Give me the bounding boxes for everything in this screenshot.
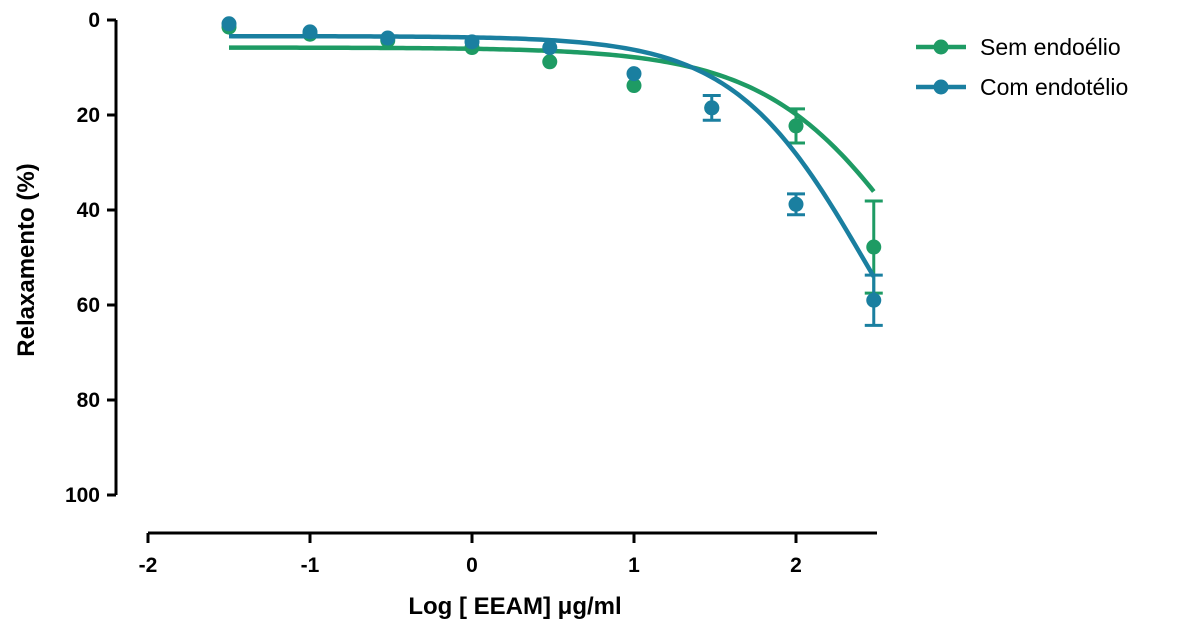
data-point [221, 16, 237, 32]
legend-item: Com endotélio [916, 74, 1128, 100]
series-2 [221, 16, 883, 327]
x-axis: -2 -1 0 1 2 [139, 531, 877, 577]
y-tick-label: 20 [77, 104, 100, 127]
data-point [542, 54, 558, 70]
data-point [626, 66, 642, 82]
y-axis: 0 20 40 60 80 100 [65, 9, 118, 507]
data-point [626, 78, 642, 94]
y-axis-title: Relaxamento (%) [13, 163, 40, 356]
data-point [704, 100, 720, 116]
data-point [788, 196, 804, 212]
data-point [380, 30, 396, 46]
y-tick-label: 100 [65, 484, 100, 507]
plot-area [221, 16, 883, 327]
fit-curve [228, 33, 876, 278]
data-point [464, 34, 480, 50]
y-tick-label: 40 [77, 199, 100, 222]
data-point [788, 118, 804, 134]
fit-curve [229, 45, 876, 193]
data-point [542, 40, 558, 56]
series-1 [221, 19, 883, 295]
legend-item: Sem endoélio [916, 34, 1121, 60]
data-point [866, 239, 882, 255]
legend: Sem endoélio Com endotélio [916, 34, 1128, 100]
legend-label: Sem endoélio [980, 34, 1121, 60]
x-tick-label: 0 [466, 554, 478, 577]
x-tick-label: 1 [628, 554, 640, 577]
legend-swatch-marker [933, 39, 949, 55]
legend-swatch-marker [933, 79, 949, 95]
legend-label: Com endotélio [980, 74, 1128, 100]
data-point [866, 292, 882, 308]
data-point [302, 24, 318, 40]
y-tick-label: 80 [77, 389, 100, 412]
x-tick-label: -2 [139, 554, 158, 577]
x-tick-label: -1 [301, 554, 320, 577]
y-tick-label: 0 [88, 9, 100, 32]
y-tick-label: 60 [77, 294, 100, 317]
x-axis-title: Log [ EEAM] μg/ml [408, 593, 621, 620]
x-tick-label: 2 [790, 554, 802, 577]
